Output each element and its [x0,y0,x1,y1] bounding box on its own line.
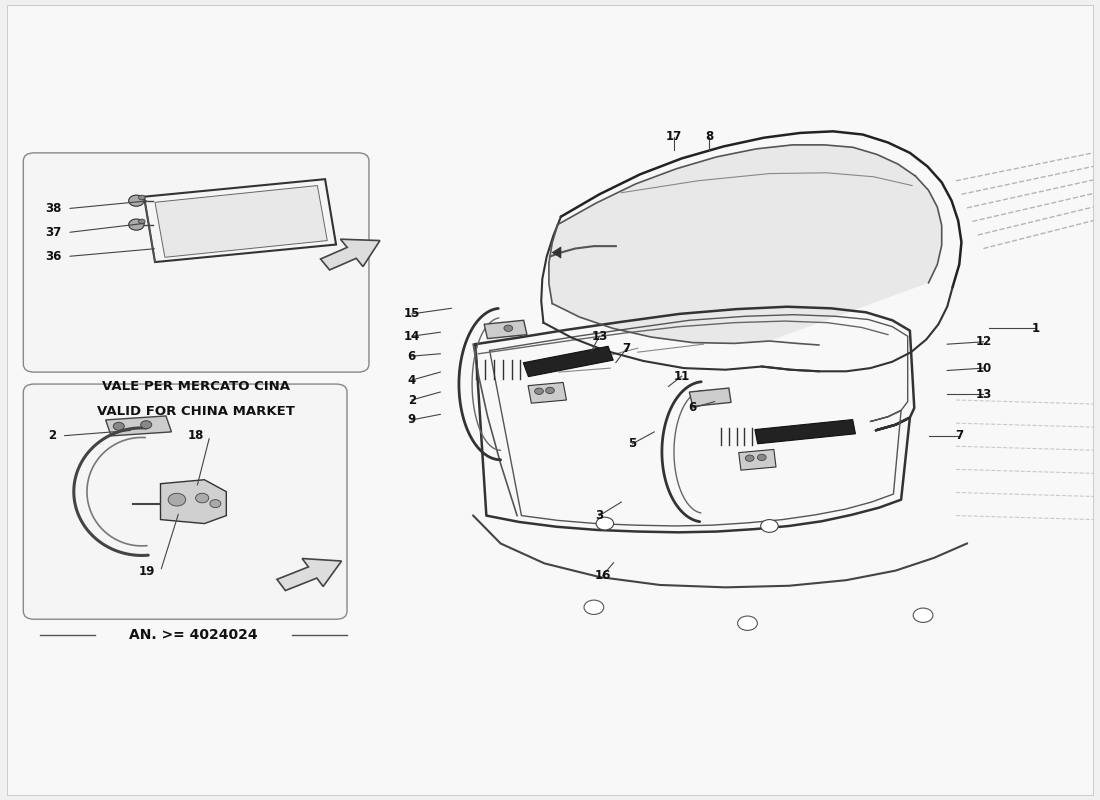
Circle shape [535,388,543,394]
Text: 7: 7 [955,430,964,442]
Polygon shape [106,416,172,436]
Circle shape [129,219,144,230]
Circle shape [758,454,767,461]
Text: VALID FOR CHINA MARKET: VALID FOR CHINA MARKET [97,406,295,418]
Text: AN. >= 4024024: AN. >= 4024024 [129,628,257,642]
Circle shape [139,195,145,200]
Polygon shape [484,320,527,338]
Text: 19: 19 [139,565,155,578]
Text: 18: 18 [188,430,205,442]
FancyBboxPatch shape [23,384,346,619]
Text: VALE PER MERCATO CINA: VALE PER MERCATO CINA [102,380,290,393]
Polygon shape [320,239,379,270]
FancyBboxPatch shape [7,6,1093,794]
Text: 1: 1 [1032,322,1041,334]
Polygon shape [690,388,732,406]
Text: 2: 2 [408,394,416,406]
Circle shape [761,519,778,532]
Text: 14: 14 [404,330,420,342]
Text: 16: 16 [594,569,610,582]
Circle shape [210,500,221,508]
Text: 6: 6 [689,402,696,414]
Text: 11: 11 [673,370,690,382]
Text: 5: 5 [628,438,637,450]
Circle shape [113,422,124,430]
Polygon shape [528,382,566,403]
Text: 3: 3 [595,509,604,522]
Polygon shape [552,247,561,258]
Polygon shape [549,145,942,343]
Text: 8: 8 [705,130,713,143]
Circle shape [168,494,186,506]
Circle shape [139,219,145,224]
Circle shape [196,494,209,503]
Circle shape [141,421,152,429]
FancyBboxPatch shape [23,153,368,372]
Text: 36: 36 [45,250,62,263]
Text: 13: 13 [976,388,991,401]
Circle shape [504,325,513,331]
Polygon shape [161,480,227,523]
Text: 7: 7 [623,342,631,354]
Text: 4: 4 [408,374,416,386]
Text: 10: 10 [976,362,991,374]
Text: 37: 37 [45,226,62,239]
Circle shape [129,195,144,206]
Circle shape [738,616,758,630]
Circle shape [584,600,604,614]
Text: 38: 38 [45,202,62,215]
Polygon shape [155,186,328,258]
Text: 17: 17 [666,130,682,143]
Circle shape [596,517,614,530]
Polygon shape [739,450,776,470]
Text: 9: 9 [408,414,416,426]
Text: 13: 13 [592,330,607,342]
Circle shape [913,608,933,622]
Text: 2: 2 [48,430,56,442]
Text: 6: 6 [408,350,416,362]
Text: 12: 12 [976,335,991,348]
Circle shape [746,455,755,462]
Polygon shape [755,419,856,444]
Polygon shape [277,558,341,590]
Circle shape [546,387,554,394]
Text: 15: 15 [404,307,420,321]
Polygon shape [524,346,613,377]
